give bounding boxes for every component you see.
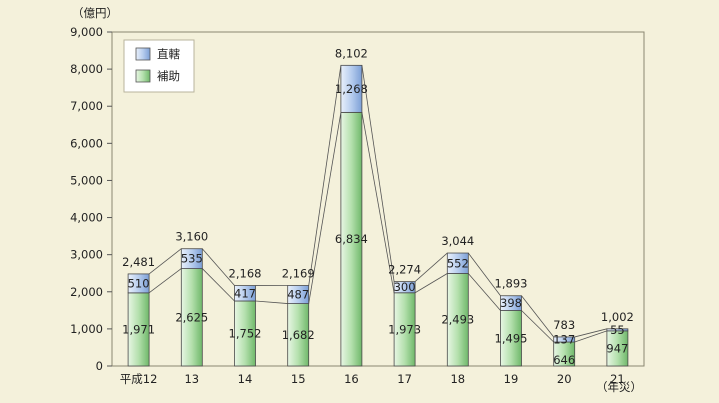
x-tick-label: 19 <box>504 372 519 386</box>
x-tick-label: 18 <box>450 372 465 386</box>
connector-line <box>362 65 394 281</box>
y-tick-label: 7,000 <box>70 99 103 113</box>
data-label-total: 8,102 <box>335 46 368 60</box>
data-label-hojo: 2,625 <box>175 310 208 324</box>
x-tick-label: 15 <box>291 372 306 386</box>
x-tick-label: 平成12 <box>120 372 158 386</box>
legend-swatch-hojo <box>136 70 150 82</box>
data-label-total: 783 <box>553 318 575 332</box>
y-tick-label: 0 <box>96 359 103 373</box>
connector-line <box>309 65 341 285</box>
data-label-total: 3,044 <box>441 234 474 248</box>
data-label-total: 2,169 <box>282 267 315 281</box>
x-tick-label: 16 <box>344 372 359 386</box>
data-label-hojo: 1,971 <box>122 322 155 336</box>
x-tick-label: 21 <box>610 372 625 386</box>
data-label-total: 2,274 <box>388 263 421 277</box>
x-tick-label: 17 <box>397 372 412 386</box>
data-label-chokkatsu: 55 <box>610 323 625 337</box>
connector-line <box>256 301 288 304</box>
x-tick-label: 20 <box>557 372 572 386</box>
legend-swatch-chokkatsu <box>136 48 150 60</box>
data-label-chokkatsu: 398 <box>500 296 522 310</box>
y-tick-label: 6,000 <box>70 136 103 150</box>
legend-label-hojo: 補助 <box>157 69 180 83</box>
data-label-chokkatsu: 552 <box>447 256 469 270</box>
y-axis-unit-label: （億円） <box>72 6 118 20</box>
connector-line <box>149 269 181 293</box>
data-label-chokkatsu: 535 <box>181 252 203 266</box>
data-label-hojo: 947 <box>606 341 628 355</box>
data-label-hojo: 2,493 <box>441 313 474 327</box>
data-label-hojo: 1,682 <box>282 328 315 342</box>
y-tick-label: 4,000 <box>70 211 103 225</box>
data-label-total: 2,168 <box>229 267 262 281</box>
data-label-hojo: 1,495 <box>495 331 528 345</box>
x-tick-label: 14 <box>238 372 253 386</box>
data-label-chokkatsu: 487 <box>287 288 309 302</box>
data-label-chokkatsu: 300 <box>394 280 416 294</box>
y-tick-label: 9,000 <box>70 25 103 39</box>
legend-label-chokkatsu: 直轄 <box>157 47 180 61</box>
y-tick-label: 2,000 <box>70 285 103 299</box>
data-label-hojo: 6,834 <box>335 232 368 246</box>
data-label-total: 3,160 <box>175 230 208 244</box>
legend: 直轄 補助 <box>124 40 194 92</box>
y-tick-label: 3,000 <box>70 248 103 262</box>
data-label-chokkatsu: 1,268 <box>335 82 368 96</box>
data-label-hojo: 1,752 <box>229 326 262 340</box>
data-label-chokkatsu: 137 <box>553 332 575 346</box>
data-label-hojo: 1,973 <box>388 322 421 336</box>
data-label-total: 1,002 <box>601 310 634 324</box>
data-label-total: 1,893 <box>495 277 528 291</box>
data-label-chokkatsu: 417 <box>234 286 256 300</box>
y-tick-label: 5,000 <box>70 173 103 187</box>
data-label-chokkatsu: 510 <box>128 276 150 290</box>
data-label-hojo: 646 <box>553 353 575 367</box>
y-tick-label: 1,000 <box>70 322 103 336</box>
y-tick-label: 8,000 <box>70 62 103 76</box>
data-label-total: 2,481 <box>122 255 155 269</box>
x-tick-label: 13 <box>184 372 199 386</box>
